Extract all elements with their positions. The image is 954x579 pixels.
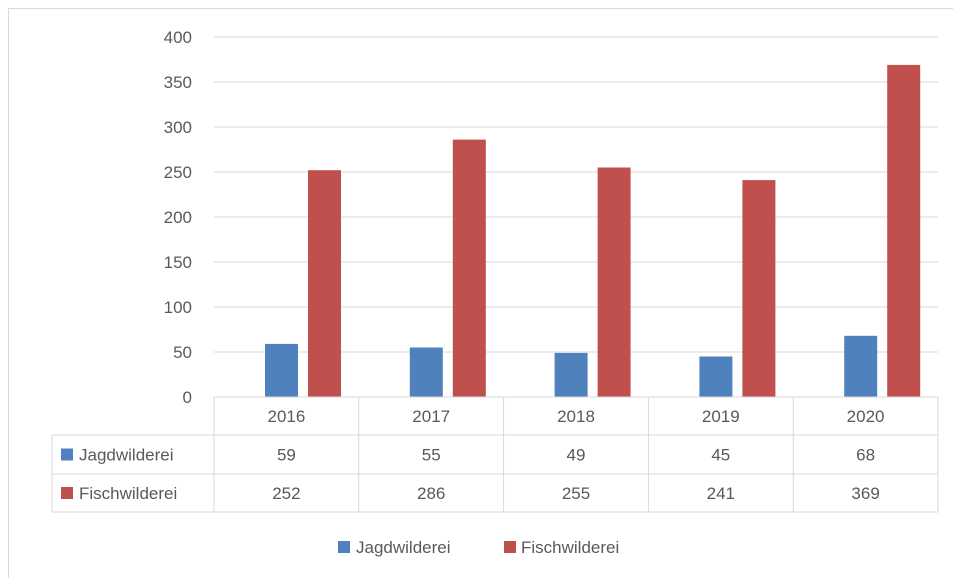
bar-fischwilderei-2019 xyxy=(742,180,776,397)
bar-jagdwilderei-2018 xyxy=(554,352,588,397)
bar-fischwilderei-2018 xyxy=(597,167,631,397)
bar-fischwilderei-2020 xyxy=(887,64,921,398)
bar-jagdwilderei-2017 xyxy=(409,347,443,397)
x-tick-label: 2017 xyxy=(412,407,450,426)
table-value: 45 xyxy=(711,446,730,465)
bar-jagdwilderei-2016 xyxy=(265,343,298,397)
table-value: 286 xyxy=(417,484,445,503)
y-tick-label: 0 xyxy=(183,388,192,407)
y-axis-tick-labels: 0 50 100 150 200 250 300 350 400 xyxy=(164,28,192,407)
bar-jagdwilderei-2020 xyxy=(844,335,878,397)
y-tick-label: 150 xyxy=(164,253,192,272)
legend: Jagdwilderei Fischwilderei xyxy=(338,538,619,557)
table-value: 369 xyxy=(851,484,879,503)
y-tick-label: 250 xyxy=(164,163,192,182)
x-tick-label: 2016 xyxy=(267,407,305,426)
table-value: 49 xyxy=(567,446,586,465)
y-tick-label: 400 xyxy=(164,28,192,47)
table-value: 68 xyxy=(856,446,875,465)
x-tick-label: 2018 xyxy=(557,407,595,426)
legend-key xyxy=(338,541,350,553)
legend-label: Jagdwilderei xyxy=(356,538,451,557)
table-value: 59 xyxy=(277,446,296,465)
table-value: 255 xyxy=(562,484,590,503)
data-table: 2016 2017 2018 2019 2020 Jagdwilderei 59 55 49 45… xyxy=(51,396,939,513)
bar-fischwilderei-2016 xyxy=(308,170,341,397)
gridlines xyxy=(214,36,938,353)
table-value: 55 xyxy=(422,446,441,465)
table-value: 252 xyxy=(272,484,300,503)
y-tick-label: 350 xyxy=(164,73,192,92)
legend-label: Fischwilderei xyxy=(521,538,619,557)
bar-fischwilderei-2017 xyxy=(452,139,486,397)
y-tick-label: 300 xyxy=(164,118,192,137)
table-series-label: Jagdwilderei xyxy=(79,446,174,465)
table-value: 241 xyxy=(707,484,735,503)
table-legend-key xyxy=(61,487,73,499)
bars xyxy=(265,64,921,398)
x-tick-label: 2019 xyxy=(702,407,740,426)
x-tick-label: 2020 xyxy=(847,407,885,426)
y-tick-label: 100 xyxy=(164,298,192,317)
bar-jagdwilderei-2019 xyxy=(699,356,733,397)
table-legend-key xyxy=(61,448,73,461)
legend-key xyxy=(504,541,516,553)
table-series-label: Fischwilderei xyxy=(79,484,177,503)
y-tick-label: 50 xyxy=(173,343,192,362)
y-tick-label: 200 xyxy=(164,208,192,227)
